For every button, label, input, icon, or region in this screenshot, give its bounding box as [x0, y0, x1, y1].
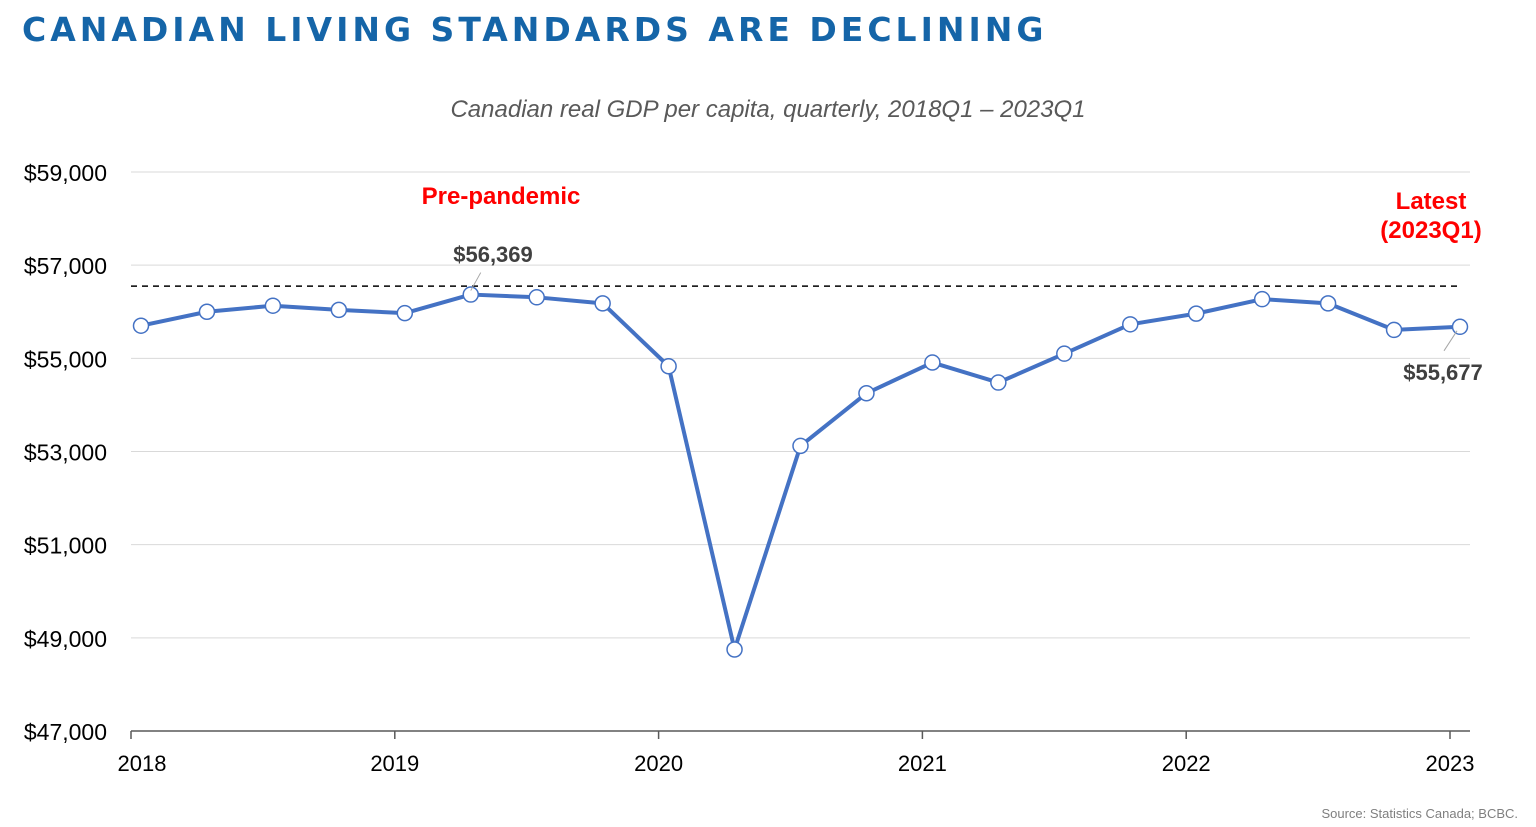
data-point — [330, 301, 348, 319]
x-tick-label: 2020 — [634, 751, 683, 776]
axes: $47,000 $49,000 $51,000 $53,000 $55,000 $57,0… — [24, 160, 1475, 776]
x-tick-label: 2019 — [370, 751, 419, 776]
chart-subtitle: Canadian real GDP per capita, quarterly,… — [450, 96, 1086, 123]
x-tick-label: 2022 — [1162, 751, 1211, 776]
y-tick-label: $57,000 — [24, 253, 107, 279]
data-point — [198, 303, 216, 320]
leader-line — [1443, 330, 1458, 352]
x-tick-label: 2021 — [898, 751, 947, 776]
y-tick-label: $47,000 — [24, 719, 107, 745]
data-point — [1385, 321, 1403, 339]
data-point — [528, 289, 545, 306]
leader-line — [470, 272, 482, 291]
page-title: CANADIAN LIVING STANDARDS ARE DECLINING — [22, 10, 1048, 49]
data-point — [396, 304, 414, 322]
data-point — [726, 641, 743, 658]
data-point — [792, 437, 809, 455]
grid-lines — [131, 171, 1470, 639]
data-point — [132, 317, 150, 334]
data-point — [264, 297, 282, 314]
data-point — [1253, 290, 1271, 308]
y-tick-label: $55,000 — [24, 346, 107, 372]
annotation-peak-value: $56,369 — [453, 242, 533, 267]
series-layer — [132, 286, 1469, 658]
source-note: Source: Statistics Canada; BCBC. — [1321, 806, 1518, 821]
data-point — [462, 286, 479, 303]
data-point — [594, 295, 611, 312]
data-point — [990, 374, 1007, 391]
y-tick-label: $51,000 — [24, 533, 107, 559]
data-point — [660, 358, 677, 375]
data-point — [1451, 318, 1469, 336]
annotation-latest-period: (2023Q1) — [1380, 217, 1481, 244]
annotation-latest: Latest — [1396, 188, 1467, 215]
annotation-latest-value: $55,677 — [1403, 360, 1483, 385]
data-point — [1056, 345, 1073, 362]
data-point — [1187, 305, 1205, 322]
annotation-layer: Pre-pandemic $56,369 Latest(2023Q1) $55,677 — [422, 183, 1483, 385]
data-point — [1319, 295, 1337, 312]
y-tick-label: $53,000 — [24, 440, 107, 466]
data-point — [924, 354, 941, 371]
data-point — [858, 385, 875, 402]
series-line — [140, 292, 1461, 652]
y-tick-label: $49,000 — [24, 626, 107, 652]
y-tick-label: $59,000 — [24, 160, 107, 186]
x-tick-label: 2018 — [118, 751, 167, 776]
data-point — [1122, 316, 1139, 333]
x-tick-label: 2023 — [1426, 751, 1475, 776]
annotation-pre-pandemic: Pre-pandemic — [422, 183, 581, 210]
